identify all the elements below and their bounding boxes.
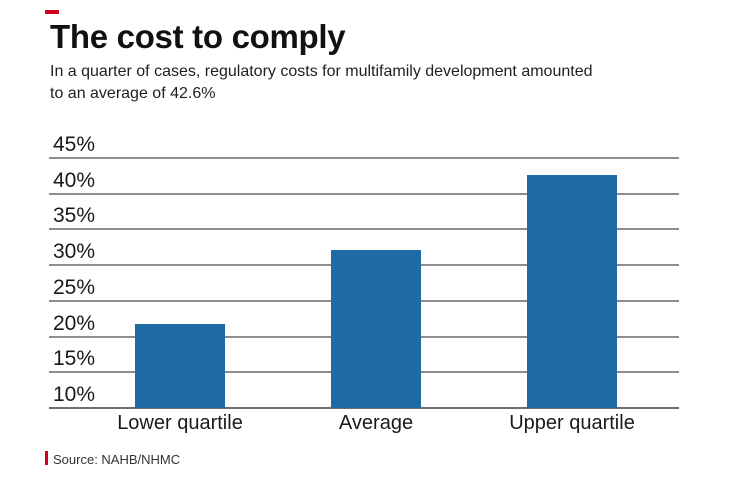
ytick-label-45: 45%: [53, 133, 96, 156]
brand-dash-icon: [45, 10, 59, 14]
chart-subtitle: In a quarter of cases, regulatory costs …: [50, 61, 592, 105]
category-label-lower-quartile: Lower quartile: [117, 412, 243, 434]
page-title: The cost to comply: [50, 18, 346, 55]
ytick-label-15: 15%: [53, 347, 96, 371]
gridline-40: [49, 192, 679, 195]
ytick-label-20: 20%: [53, 311, 96, 335]
ytick-label-40: 40%: [53, 168, 96, 192]
ytick-label-35: 35%: [53, 204, 96, 228]
bar-upper-quartile: [527, 175, 617, 408]
category-label-upper-quartile: Upper quartile: [509, 412, 635, 434]
x-axis-baseline: [49, 407, 679, 409]
source-text: Source: NAHB/NHMC: [53, 452, 181, 467]
gridline-45: [49, 157, 679, 159]
bar-lower-quartile: [135, 324, 225, 408]
chart-subtitle-line2: to an average of 42.6%: [50, 85, 216, 102]
gridline-35: [49, 228, 679, 231]
ytick-label-10: 10%: [53, 383, 96, 406]
chart-subtitle-line1: In a quarter of cases, regulatory costs …: [50, 63, 593, 80]
category-label-average: Average: [338, 412, 414, 434]
ytick-label-25: 25%: [53, 275, 96, 299]
ytick-label-30: 30%: [53, 240, 96, 264]
bar-average: [331, 250, 421, 408]
source-rule: [45, 451, 48, 465]
